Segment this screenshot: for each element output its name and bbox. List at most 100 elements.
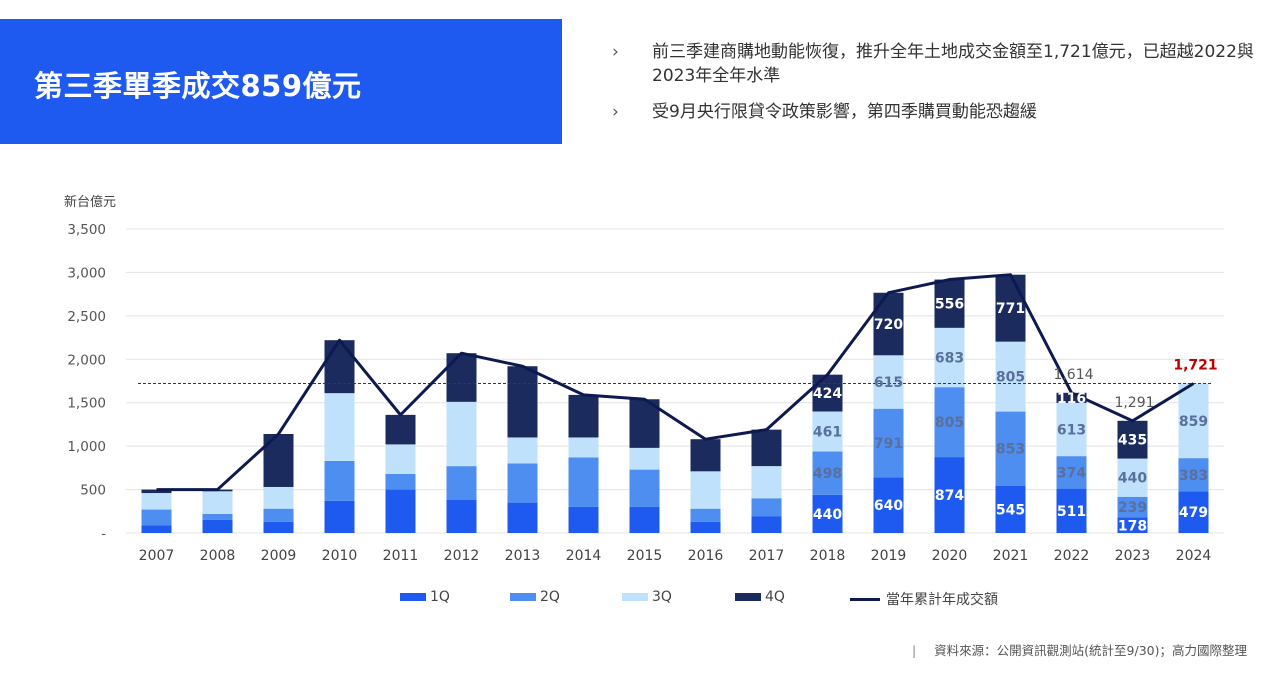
x-tick-label: 2008 [200, 548, 236, 564]
bar-segment-3q [1056, 402, 1087, 457]
bar-segment-1q [751, 516, 782, 533]
data-label-4q: 771 [996, 301, 1025, 317]
data-label-1q: 440 [813, 507, 842, 523]
data-label-4q: 116 [1057, 391, 1086, 407]
x-tick-label: 2007 [139, 548, 175, 564]
bar-segment-1q [1056, 488, 1087, 533]
bar-segment-2q [324, 460, 355, 501]
bar-segment-4q [873, 292, 904, 356]
bar-segment-4q [446, 353, 477, 402]
data-label-3q: 683 [935, 351, 964, 367]
bullet-item-2: › 受9月央行限貸令政策影響，第四季購買動能恐趨緩 [612, 100, 1262, 124]
legend-label-2q: 2Q [540, 589, 560, 605]
bar-segment-1q [812, 494, 843, 533]
bar-segment-1q [507, 502, 538, 533]
bar-segment-1q [934, 457, 965, 533]
bar-segment-2q [1056, 456, 1087, 489]
bar-segment-1q [995, 485, 1026, 533]
cumulative-line [156, 273, 1195, 492]
bar-segment-2q [934, 387, 965, 458]
bar-segment-2q [812, 451, 843, 495]
bar-segment-3q [995, 341, 1026, 412]
bar-segment-4q [568, 394, 599, 438]
bar-segment-4q [934, 279, 965, 328]
data-label-3q: 859 [1179, 414, 1208, 430]
bar-segment-2q [629, 469, 660, 507]
data-label-1q: 479 [1179, 505, 1208, 521]
bar-segment-3q [141, 493, 172, 510]
bar-segment-1q [568, 506, 599, 533]
bullet-text-2: 受9月央行限貸令政策影響，第四季購買動能恐趨緩 [652, 102, 1037, 122]
bar-segment-4q [385, 414, 416, 445]
bar-segment-1q [263, 521, 294, 533]
y-tick-label: 1,000 [67, 439, 106, 455]
x-tick-label: 2018 [810, 548, 846, 564]
data-label-1q: 545 [996, 502, 1025, 518]
bar-segment-3q [934, 327, 965, 388]
bar-segment-1q [446, 499, 477, 533]
legend-item-4q: 4Q [735, 589, 785, 605]
page-title: 第三季單季成交859億元 [34, 69, 362, 103]
bar-segment-3q [1117, 458, 1148, 497]
data-label-4q: 435 [1118, 433, 1147, 449]
bar-segment-3q [385, 444, 416, 474]
bar-segment-2q [141, 509, 172, 526]
bar-segment-2q [385, 473, 416, 490]
bullet-list: › 前三季建商購地動能恢復，推升全年土地成交金額至1,721億元，已超越2022… [612, 40, 1262, 136]
data-label-2q: 805 [935, 415, 964, 431]
legend-swatch-3q [622, 593, 648, 601]
y-tick-label: - [101, 526, 106, 542]
x-tick-label: 2009 [261, 548, 297, 564]
bar-segment-3q [751, 466, 782, 499]
source-note: | 資料來源：公開資訊觀測站(統計至9/30)；高力國際整理 [912, 640, 1247, 659]
chart-legend: 1Q 2Q 3Q 4Q 當年累計年成交額 [0, 589, 1271, 609]
bar-segment-2q [995, 411, 1026, 486]
data-label-2q: 239 [1118, 500, 1147, 516]
y-tick-label: 2,500 [67, 309, 106, 325]
total-label: 1,291 [1114, 395, 1154, 411]
data-label-4q: 720 [874, 317, 903, 333]
source-text: 資料來源：公開資訊觀測站(統計至9/30)；高力國際整理 [934, 643, 1247, 658]
legend-label-3q: 3Q [652, 589, 672, 605]
legend-swatch-1q [400, 593, 426, 601]
bar-segment-2q [1117, 496, 1148, 518]
data-label-3q: 805 [996, 370, 1025, 386]
title-banner: 第三季單季成交859億元 [0, 19, 562, 144]
bar-segment-4q [1056, 392, 1087, 403]
bar-segment-4q [690, 439, 721, 472]
data-label-1q: 640 [874, 498, 903, 514]
source-divider: | [911, 643, 917, 658]
legend-label-total: 當年累計年成交額 [886, 592, 998, 608]
x-tick-label: 2011 [383, 548, 419, 564]
bar-segment-4q [751, 429, 782, 467]
y-tick-label: 3,000 [67, 265, 106, 281]
data-label-2q: 374 [1057, 465, 1086, 481]
bar-segment-2q [1178, 458, 1209, 492]
x-tick-label: 2012 [444, 548, 480, 564]
bar-segment-3q [446, 401, 477, 467]
bar-segment-3q [507, 437, 538, 464]
bar-segment-2q [568, 457, 599, 507]
bar-segment-1q [629, 506, 660, 533]
data-label-4q: 556 [935, 297, 964, 313]
y-tick-label: 1,500 [67, 396, 106, 412]
x-tick-label: 2022 [1054, 548, 1090, 564]
bar-segment-3q [812, 411, 843, 452]
bar-segment-2q [446, 466, 477, 500]
data-label-2q: 791 [874, 436, 903, 452]
data-label-3q: 440 [1118, 471, 1147, 487]
chevron-right-icon: › [612, 102, 619, 122]
legend-label-4q: 4Q [765, 589, 785, 605]
bar-segment-3q [629, 447, 660, 470]
data-label-3q: 461 [813, 425, 842, 441]
bar-segment-4q [1117, 420, 1148, 459]
data-label-3q: 613 [1057, 423, 1086, 439]
data-label-1q: 511 [1057, 504, 1086, 520]
bar-segment-3q [263, 486, 294, 509]
total-label: 1,614 [1053, 367, 1093, 383]
x-tick-label: 2019 [871, 548, 907, 564]
legend-swatch-2q [510, 593, 536, 601]
bar-segment-1q [873, 477, 904, 533]
legend-item-2q: 2Q [510, 589, 560, 605]
chevron-right-icon: › [612, 42, 619, 62]
